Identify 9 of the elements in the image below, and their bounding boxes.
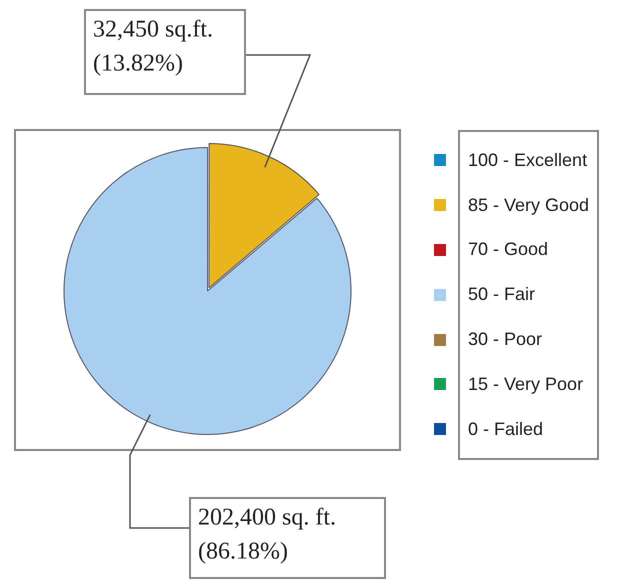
legend-label: 70 - Good: [468, 239, 548, 260]
data-label: 202,400 sq. ft. (86.18%): [198, 504, 336, 564]
legend-label: 50 - Fair: [468, 284, 536, 306]
legend-label: 30 - Poor: [468, 329, 542, 350]
data-label: 32,450 sq.ft. (13.82%): [93, 16, 213, 76]
legend-label: 0 - Failed: [468, 418, 544, 440]
legend-label: 85 - Very Good: [468, 194, 590, 216]
legend-label: 100 - Excellent: [468, 150, 588, 171]
legend-label: 15 - Very Poor: [468, 374, 584, 395]
